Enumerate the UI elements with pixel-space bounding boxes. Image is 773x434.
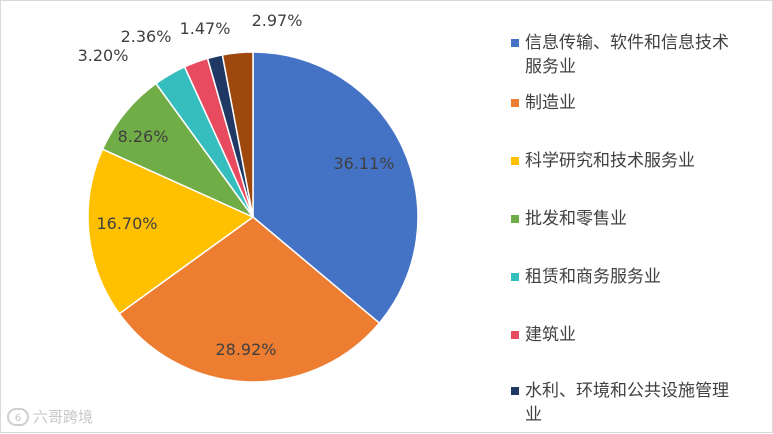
- slice-value-label: 8.26%: [118, 127, 169, 146]
- pie-slice: [118, 216, 381, 383]
- slice-value-label: 3.20%: [78, 46, 129, 65]
- pie-slice: [252, 51, 419, 325]
- legend-item: 信息传输、软件和信息技术 服务业: [511, 31, 769, 79]
- slice-value-label: 36.11%: [333, 154, 394, 173]
- legend-item: 批发和零售业: [511, 207, 769, 231]
- slice-value-label: 1.47%: [180, 19, 231, 38]
- legend-swatch: [511, 99, 519, 107]
- legend-label: 科学研究和技术服务业: [525, 151, 695, 171]
- watermark-logo-icon: 6: [7, 407, 29, 426]
- legend-item: 科学研究和技术服务业: [511, 149, 769, 173]
- legend-label: 建筑业: [525, 325, 576, 345]
- watermark-text: 六哥跨境: [33, 408, 94, 426]
- slice-value-label: 2.36%: [121, 27, 172, 46]
- watermark: 6 六哥跨境: [7, 406, 93, 427]
- legend-label: 批发和零售业: [525, 209, 627, 229]
- legend-label: 租赁和商务服务业: [525, 267, 661, 287]
- legend-item: 制造业: [511, 91, 769, 115]
- legend-swatch: [511, 387, 519, 395]
- pie-slice: [101, 82, 256, 219]
- legend-swatch: [511, 157, 519, 165]
- slice-value-label: 16.70%: [96, 214, 157, 233]
- legend-item: 租赁和商务服务业: [511, 265, 769, 289]
- legend-item: 水利、环境和公共设施管理业: [511, 379, 769, 427]
- pie-slice: [221, 51, 254, 218]
- slice-value-label: 2.97%: [252, 11, 303, 30]
- legend-swatch: [511, 273, 519, 281]
- legend-label: 水利、环境和公共设施管理业: [525, 381, 729, 425]
- pie-slice: [87, 148, 255, 315]
- slice-value-label: 28.92%: [215, 340, 276, 359]
- legend-label: 信息传输、软件和信息技术 服务业: [525, 33, 729, 77]
- legend-swatch: [511, 331, 519, 339]
- legend-swatch: [511, 215, 519, 223]
- legend-swatch: [511, 39, 519, 47]
- legend-item: 建筑业: [511, 323, 769, 347]
- legend-label: 制造业: [525, 93, 576, 113]
